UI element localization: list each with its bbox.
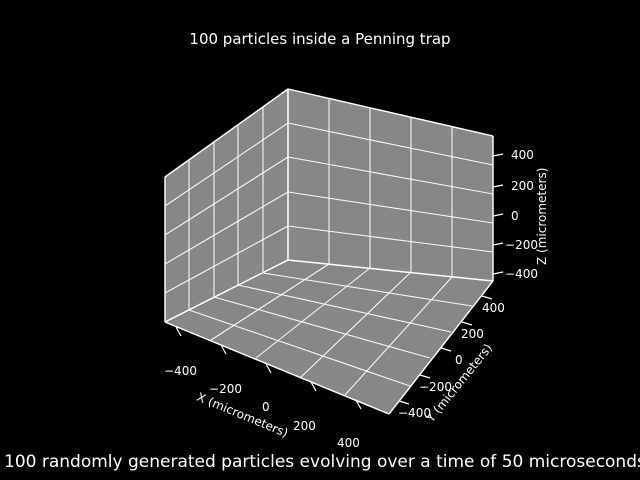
x-ticklabel: −400 <box>164 364 197 378</box>
pane-back <box>288 89 493 281</box>
x-ticklabel: −200 <box>209 382 242 396</box>
pane-floor <box>165 260 493 414</box>
axes-box-edges <box>164 88 494 415</box>
z-ticklabel: 400 <box>511 148 534 162</box>
y-ticklabel: 400 <box>482 301 505 315</box>
y-axis-ticklabels: −400 −200 0 200 400 <box>398 301 505 420</box>
x-axis-ticklabels: −400 −200 0 200 400 <box>164 364 360 450</box>
z-axis-tickmarks <box>492 153 504 275</box>
z-ticklabel: 200 <box>511 179 534 193</box>
figure-caption: 100 randomly generated particles evolvin… <box>4 452 640 472</box>
x-ticklabel: 400 <box>337 436 360 450</box>
z-axis-label: Z (micrometers) <box>535 168 549 265</box>
y-axis-tickmarks <box>398 295 493 405</box>
x-axis-tickmarks <box>175 326 362 410</box>
y-ticklabel: 200 <box>461 327 484 341</box>
z-ticklabel: 0 <box>511 209 519 223</box>
x-axis-label: X (micrometers) <box>195 390 290 440</box>
z-axis-ticklabels: 400 200 0 −200 −400 <box>505 148 538 281</box>
x-ticklabel: 0 <box>262 400 270 414</box>
z-ticklabel: −400 <box>505 267 538 281</box>
z-ticklabel: −200 <box>505 238 538 252</box>
page-title: 100 particles inside a Penning trap <box>189 30 451 48</box>
y-ticklabel: 0 <box>455 353 463 367</box>
pane-left <box>165 89 288 322</box>
x-ticklabel: 200 <box>293 419 316 433</box>
y-ticklabel: −200 <box>419 380 452 394</box>
y-ticklabel: −400 <box>398 406 431 420</box>
